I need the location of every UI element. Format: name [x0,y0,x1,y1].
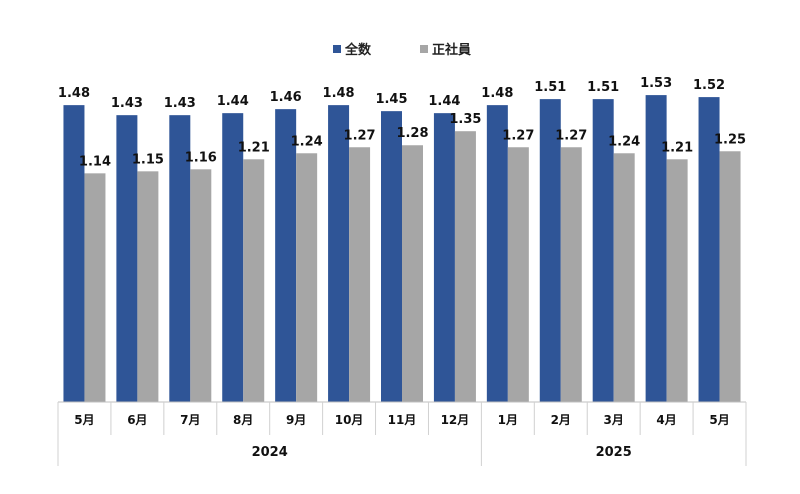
bar-1-6 [328,105,350,403]
bar-2-10 [560,147,582,402]
value-label-1-5: 1.46 [270,90,302,105]
value-label-1-2: 1.43 [111,96,143,111]
bar-2-8 [454,131,476,403]
category-label-4: 8月 [233,413,253,427]
category-label-13: 5月 [709,413,729,427]
bar-2-3 [190,169,212,402]
bar-2-9 [507,147,529,402]
bar-1-2 [116,115,138,403]
value-label-2-8: 1.35 [449,112,481,127]
value-label-2-7: 1.28 [396,126,428,141]
legend: 全数 正社員 [333,42,471,58]
value-label-2-10: 1.27 [555,128,587,143]
bar-2-6 [349,147,371,402]
bar-1-4 [222,113,244,402]
value-label-2-11: 1.24 [608,134,640,149]
value-label-1-1: 1.48 [58,86,90,101]
category-label-3: 7月 [180,413,200,427]
value-label-2-2: 1.15 [132,152,164,167]
bar-1-1 [63,105,85,403]
bar-1-9 [486,105,508,403]
value-label-1-9: 1.48 [481,86,513,101]
bar-2-12 [666,159,688,402]
bar-1-3 [169,115,191,403]
value-label-1-4: 1.44 [217,94,249,109]
category-label-1: 5月 [74,413,94,427]
group-label-1: 2024 [252,445,288,460]
bar-1-5 [275,109,297,402]
value-label-2-3: 1.16 [185,150,217,165]
data-labels: 1.48 1.14 1.43 1.15 1.43 1.16 1.44 1.21 1.46 1.24… [58,76,746,169]
category-label-7: 11月 [388,413,417,427]
category-label-11: 3月 [604,413,624,427]
bar-1-8 [433,113,455,402]
value-label-2-5: 1.24 [291,134,323,149]
value-label-1-11: 1.51 [587,80,619,95]
legend-swatch-2 [420,45,428,53]
value-label-1-3: 1.43 [164,96,196,111]
bar-2-7 [402,145,423,402]
value-label-1-10: 1.51 [534,80,566,95]
value-label-2-9: 1.27 [502,128,534,143]
bar-2-4 [243,159,265,402]
value-label-2-1: 1.14 [79,154,111,169]
value-label-1-12: 1.53 [640,76,672,91]
value-label-1-7: 1.45 [375,92,407,107]
bar-1-13 [698,97,720,402]
legend-label-1: 全数 [344,42,372,58]
group-label-2: 2025 [596,445,632,460]
legend-swatch-1 [333,45,341,53]
value-label-2-12: 1.21 [661,140,693,155]
category-label-9: 1月 [498,413,518,427]
category-label-12: 4月 [656,413,676,427]
category-label-2: 6月 [127,413,147,427]
bar-1-12 [645,95,667,402]
bars [63,95,741,403]
bar-2-11 [613,153,635,402]
bar-2-1 [84,173,106,402]
bar-2-2 [137,171,159,402]
bar-2-5 [296,153,318,402]
value-label-2-13: 1.25 [714,132,746,147]
bar-1-7 [381,111,402,402]
x-axis: 5月 6月 7月 8月 9月 10月 11月 12月 1月 2月 3月 4月 5月 2024 2025 [57,401,747,466]
value-label-2-4: 1.21 [238,140,270,155]
category-label-10: 2月 [551,413,571,427]
category-label-5: 9月 [286,413,306,427]
bar-2-13 [719,151,741,402]
value-label-2-6: 1.27 [344,128,376,143]
value-label-1-8: 1.44 [428,94,460,109]
category-label-6: 10月 [335,413,364,427]
value-label-1-13: 1.52 [693,78,725,93]
bar-1-10 [539,99,561,403]
legend-label-2: 正社員 [432,42,471,58]
category-label-8: 12月 [441,413,470,427]
value-label-1-6: 1.48 [323,86,355,101]
bar-1-11 [592,99,614,403]
